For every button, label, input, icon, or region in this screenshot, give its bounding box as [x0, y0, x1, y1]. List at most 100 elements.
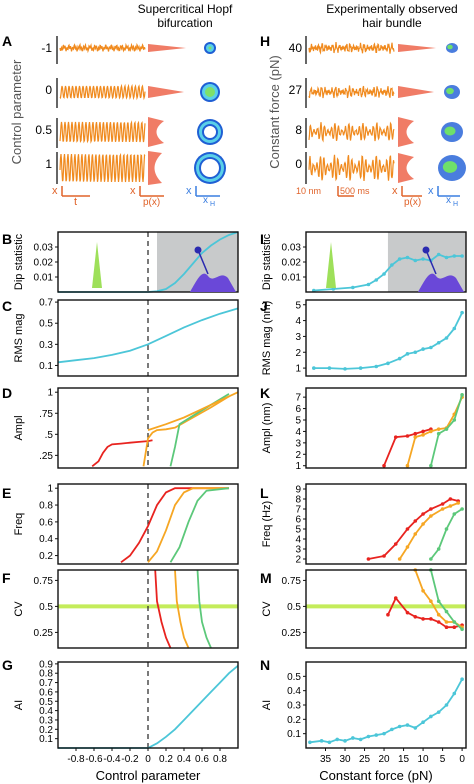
marker-point [194, 246, 202, 254]
y-tick-label: 0.5 [39, 602, 53, 613]
panel-a-scale-bars: x t x p(x) x x H [52, 185, 220, 208]
series-line [91, 439, 153, 468]
axes-frame [305, 569, 467, 649]
y-tick-label: 8 [295, 495, 301, 506]
data-point [452, 254, 457, 258]
y-tick-label: 0.4 [287, 686, 301, 697]
axes-frame [305, 299, 467, 377]
axes-frame [305, 387, 467, 469]
panel-a-traces [59, 42, 226, 185]
y-tick-label: 0.9 [39, 659, 53, 670]
panel-letter-f: F [2, 570, 11, 586]
x-tick-label: 0 [459, 754, 465, 765]
y-tick-label: 2 [295, 450, 301, 461]
series-line [147, 487, 229, 563]
oscillation-trace [308, 85, 395, 99]
panel-letter-d: D [2, 385, 12, 401]
axes-frame [57, 387, 239, 469]
data-point [413, 258, 418, 263]
data-point [366, 734, 371, 739]
data-point [351, 736, 355, 740]
y-axis-label: Ampl [13, 415, 25, 440]
series-line [387, 596, 463, 629]
panel-h-ylabel: Constant force (pN) [267, 55, 282, 168]
scale-xh-sub: H [453, 201, 458, 208]
panel-h-row-label: 8 [295, 123, 302, 137]
panel-letter-m: M [260, 570, 272, 586]
y-tick-label: 0.8 [39, 501, 53, 512]
data-point [444, 255, 449, 260]
data-point [405, 527, 410, 531]
panel-a-row-label: -1 [41, 41, 52, 55]
y-tick-label: 0.7 [39, 298, 53, 309]
data-point [436, 340, 441, 345]
data-point [460, 507, 464, 511]
y-tick-label: 0.4 [39, 534, 53, 545]
probability-histogram [148, 151, 162, 185]
data-point [413, 435, 418, 439]
data-point [382, 554, 386, 558]
y-tick-label: 0.02 [282, 258, 302, 269]
scale-x-label: x [392, 185, 398, 197]
x-tick-label: -0.2 [121, 754, 139, 765]
series-line [147, 391, 239, 431]
axes-frame [305, 661, 467, 749]
header-left-line1: Supercritical Hopf [138, 2, 233, 16]
phase-portrait [442, 161, 458, 173]
data-point [319, 739, 324, 743]
panel-f: 0.25 0.5 0.75 CV [13, 569, 239, 649]
data-point [436, 599, 441, 603]
data-point [366, 557, 371, 561]
data-point [405, 545, 410, 549]
data-point [386, 361, 390, 366]
data-point [343, 367, 347, 371]
data-point [405, 463, 410, 468]
scale-ms-label: 500 ms [340, 186, 370, 196]
data-point [429, 429, 433, 434]
y-tick-label: 1 [295, 461, 301, 472]
data-point [327, 740, 332, 745]
x-tick-label: 10 [418, 754, 430, 765]
connector-line [425, 249, 437, 275]
panel-m: 0.25 0.5 0.75 CV [261, 568, 467, 649]
series-line [154, 569, 172, 649]
data-point [460, 310, 464, 315]
data-point [397, 257, 402, 261]
x-tick-label: 0 [145, 754, 151, 765]
data-point [429, 507, 433, 511]
y-tick-label: 0.2 [39, 725, 53, 736]
y-tick-label: 5 [295, 416, 301, 427]
oscillation-trace [308, 121, 395, 143]
connector-line [197, 249, 209, 275]
data-point [351, 285, 355, 290]
bimodal-distribution [190, 273, 236, 292]
y-tick-label: 1 [47, 388, 53, 399]
phase-portrait [447, 44, 453, 50]
y-tick-label: 6 [295, 515, 301, 526]
oscillation-trace [59, 120, 146, 144]
axes-frame [57, 569, 239, 649]
y-tick-label: .75 [39, 409, 53, 420]
data-point [429, 714, 433, 719]
y-axis-label: RMS mag [13, 314, 25, 363]
scale-xh-label: x [446, 195, 451, 206]
panel-letter-e: E [2, 485, 11, 501]
data-point [421, 347, 425, 351]
data-point [397, 557, 402, 561]
y-tick-label: 0.5 [39, 697, 53, 708]
y-tick-label: 3 [295, 332, 301, 343]
oscillation-trace [308, 42, 395, 55]
panel-d: .25 .5 .75 1 Ampl [13, 387, 239, 469]
data-point [452, 326, 457, 331]
y-tick-label: 3 [295, 438, 301, 449]
y-axis-label: CV [261, 601, 273, 617]
oscillation-trace [59, 83, 146, 101]
data-point [460, 254, 464, 258]
x-axis-label-left: Control parameter [96, 768, 201, 783]
data-point [444, 625, 449, 629]
data-point [312, 366, 316, 370]
data-point [397, 724, 402, 729]
y-axis-label: Freq (Hz) [261, 501, 273, 547]
